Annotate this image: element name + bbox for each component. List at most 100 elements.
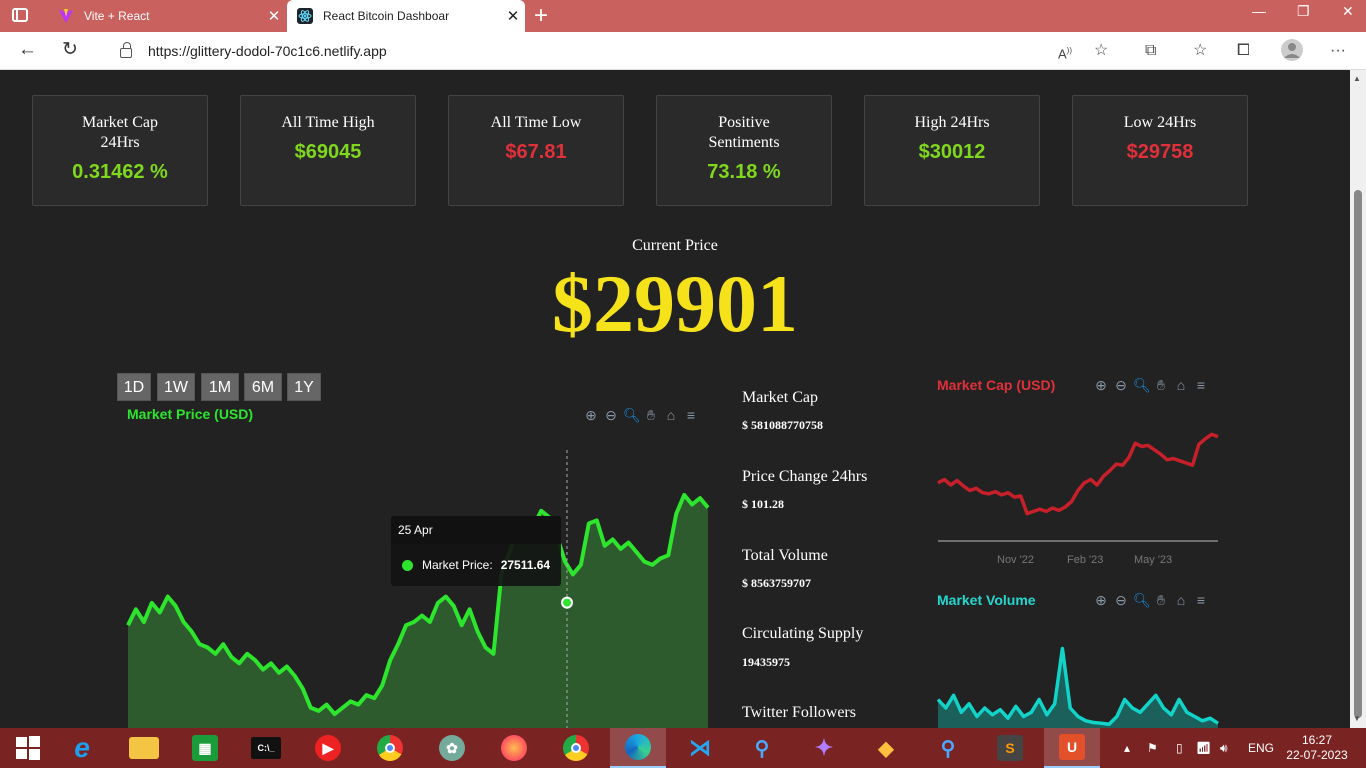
market-price-chart[interactable] xyxy=(120,450,720,728)
sublime-icon[interactable]: S xyxy=(982,728,1038,768)
selection-zoom-icon[interactable]: 🔍︎ xyxy=(1133,592,1151,608)
refresh-icon[interactable]: ↻ xyxy=(62,39,78,60)
tab-vite-react[interactable]: Vite + React ✕ xyxy=(48,0,286,32)
battery-icon[interactable]: ▯ xyxy=(1176,741,1183,755)
range-button-1y[interactable]: 1Y xyxy=(287,373,321,401)
price-area-fill xyxy=(128,494,708,728)
windows-start-icon[interactable] xyxy=(0,728,56,768)
stat-card-all-time-high: All Time High $69045 xyxy=(240,95,416,206)
zoom-in-icon[interactable]: ⊕ xyxy=(585,407,597,423)
range-button-6m[interactable]: 6M xyxy=(244,373,282,401)
volume-chart-title: Market Volume xyxy=(937,592,1036,608)
selection-zoom-icon[interactable]: 🔍︎ xyxy=(623,407,641,423)
zoom-out-icon[interactable]: ⊖ xyxy=(1115,377,1127,393)
pan-icon[interactable]: ✋︎ xyxy=(647,407,655,423)
zoom-in-icon[interactable]: ⊕ xyxy=(1095,592,1107,608)
zoom-in-icon[interactable]: ⊕ xyxy=(1095,377,1107,393)
stat-title: All Time Low xyxy=(490,114,582,131)
chart-menu-icon[interactable]: ≡ xyxy=(1196,592,1206,608)
chrome-profile-icon[interactable] xyxy=(548,728,604,768)
new-tab-icon[interactable]: + xyxy=(534,2,549,29)
firefox-icon[interactable] xyxy=(486,728,542,768)
collections-icon[interactable]: ⧠ xyxy=(1237,42,1250,59)
tab-react-bitcoin-dashboard[interactable]: React Bitcoin Dashboar ✕ xyxy=(287,0,525,32)
price-series-line xyxy=(126,492,710,717)
stat-card-high-24hrs: High 24Hrs $30012 xyxy=(864,95,1040,206)
search-icon[interactable]: ⚲ xyxy=(754,737,770,760)
taskbar-clock[interactable]: 16:27 22-07-2023 xyxy=(1284,733,1350,763)
range-button-1m[interactable]: 1M xyxy=(201,373,239,401)
dashboard-page: Market Cap 24Hrs 0.31462 % All Time High… xyxy=(0,70,1350,728)
range-button-1d[interactable]: 1D xyxy=(117,373,151,401)
close-tab-icon[interactable]: ✕ xyxy=(506,8,520,25)
extensions-icon[interactable]: ⧉ xyxy=(1145,42,1157,59)
volume-icon[interactable]: 🔊︎ xyxy=(1220,740,1228,755)
youtube-music-icon[interactable]: ▶ xyxy=(300,728,356,768)
cap-chart-title: Market Cap (USD) xyxy=(937,377,1056,393)
store-icon[interactable]: ▦ xyxy=(177,728,233,768)
chart-menu-icon[interactable]: ≡ xyxy=(1196,377,1206,393)
tooltip-series: Market Price: xyxy=(422,558,493,572)
favorite-add-icon[interactable]: ☆ xyxy=(1094,42,1109,59)
back-icon[interactable]: ← xyxy=(18,39,37,60)
copilot-icon[interactable]: ✦ xyxy=(814,735,834,760)
volume-chart-toolbar: ⊕ ⊖ 🔍︎ ✋︎ ⌂ ≡ xyxy=(1093,592,1209,608)
market-cap-chart[interactable] xyxy=(930,420,1230,550)
page-scrollbar[interactable]: ▲ ▼ xyxy=(1350,70,1366,728)
pan-icon[interactable]: ✋︎ xyxy=(1157,377,1165,393)
range-button-1w[interactable]: 1W xyxy=(157,373,195,401)
close-tab-icon[interactable]: ✕ xyxy=(267,8,281,25)
tooltip-date: 25 Apr xyxy=(391,516,561,544)
maximize-icon[interactable]: ❐ xyxy=(1297,3,1310,19)
market-volume-chart[interactable] xyxy=(930,635,1230,728)
zoom-out-icon[interactable]: ⊖ xyxy=(1115,592,1127,608)
file-explorer-icon[interactable] xyxy=(116,728,172,768)
info-value-circulating-supply: 19435975 xyxy=(742,655,790,669)
chrome-icon[interactable] xyxy=(362,728,418,768)
reset-home-icon[interactable]: ⌂ xyxy=(1176,377,1186,393)
chatgpt-icon[interactable]: ✿ xyxy=(424,728,480,768)
selection-zoom-icon[interactable]: 🔍︎ xyxy=(1133,377,1151,393)
git-icon[interactable]: ◆ xyxy=(878,737,894,760)
favorites-icon[interactable]: ☆ xyxy=(1193,42,1208,59)
search-icon-2[interactable]: ⚲ xyxy=(940,737,956,760)
pan-icon[interactable]: ✋︎ xyxy=(1157,592,1165,608)
vscode-icon[interactable]: ⋊ xyxy=(689,735,711,760)
info-value-price-change: $ 101.28 xyxy=(742,497,784,511)
read-aloud-icon[interactable]: A)) xyxy=(1058,46,1072,62)
close-window-icon[interactable]: ✕ xyxy=(1342,3,1354,19)
language-indicator[interactable]: ENG xyxy=(1248,741,1275,755)
zoom-out-icon[interactable]: ⊖ xyxy=(605,407,617,423)
market-cap-line xyxy=(937,432,1219,516)
tab-actions-icon[interactable] xyxy=(12,8,28,22)
scroll-down-icon[interactable]: ▼ xyxy=(1353,714,1361,723)
main-chart-title: Market Price (USD) xyxy=(127,406,254,422)
url-field[interactable]: https://glittery-dodol-70c1c6.netlify.ap… xyxy=(100,36,1125,66)
stat-value: $30012 xyxy=(918,141,986,163)
edge-icon[interactable] xyxy=(610,728,666,768)
info-label-market-cap: Market Cap xyxy=(742,389,818,406)
profile-avatar[interactable] xyxy=(1281,39,1303,66)
scroll-up-icon[interactable]: ▲ xyxy=(1353,74,1361,83)
tooltip-marker xyxy=(561,596,573,609)
reset-home-icon[interactable]: ⌂ xyxy=(666,407,676,423)
reset-home-icon[interactable]: ⌂ xyxy=(1176,592,1186,608)
stat-value: 73.18 % xyxy=(707,161,781,183)
tray-chevron-icon[interactable]: ▴ xyxy=(1124,741,1131,755)
cap-chart-toolbar: ⊕ ⊖ 🔍︎ ✋︎ ⌂ ≡ xyxy=(1093,377,1209,393)
office-icon[interactable]: U xyxy=(1044,728,1100,768)
current-price-value: $29901 xyxy=(552,258,798,349)
info-label-total-volume: Total Volume xyxy=(742,547,828,564)
chart-menu-icon[interactable]: ≡ xyxy=(686,407,696,423)
network-alert-icon[interactable]: ⚑ xyxy=(1147,741,1158,755)
minimize-icon[interactable]: — xyxy=(1252,3,1266,19)
info-label-price-change: Price Change 24hrs xyxy=(742,468,868,485)
stat-title: All Time High xyxy=(281,114,375,131)
scroll-thumb[interactable] xyxy=(1354,190,1362,718)
clock-time: 16:27 xyxy=(1301,733,1333,747)
terminal-icon[interactable]: C:\_ xyxy=(238,728,294,768)
more-menu-icon[interactable]: ··· xyxy=(1330,42,1346,59)
edge-legacy-icon[interactable]: e xyxy=(74,732,90,763)
wifi-icon[interactable]: 📶︎ xyxy=(1196,741,1212,755)
info-label-circulating-supply: Circulating Supply xyxy=(742,625,864,642)
